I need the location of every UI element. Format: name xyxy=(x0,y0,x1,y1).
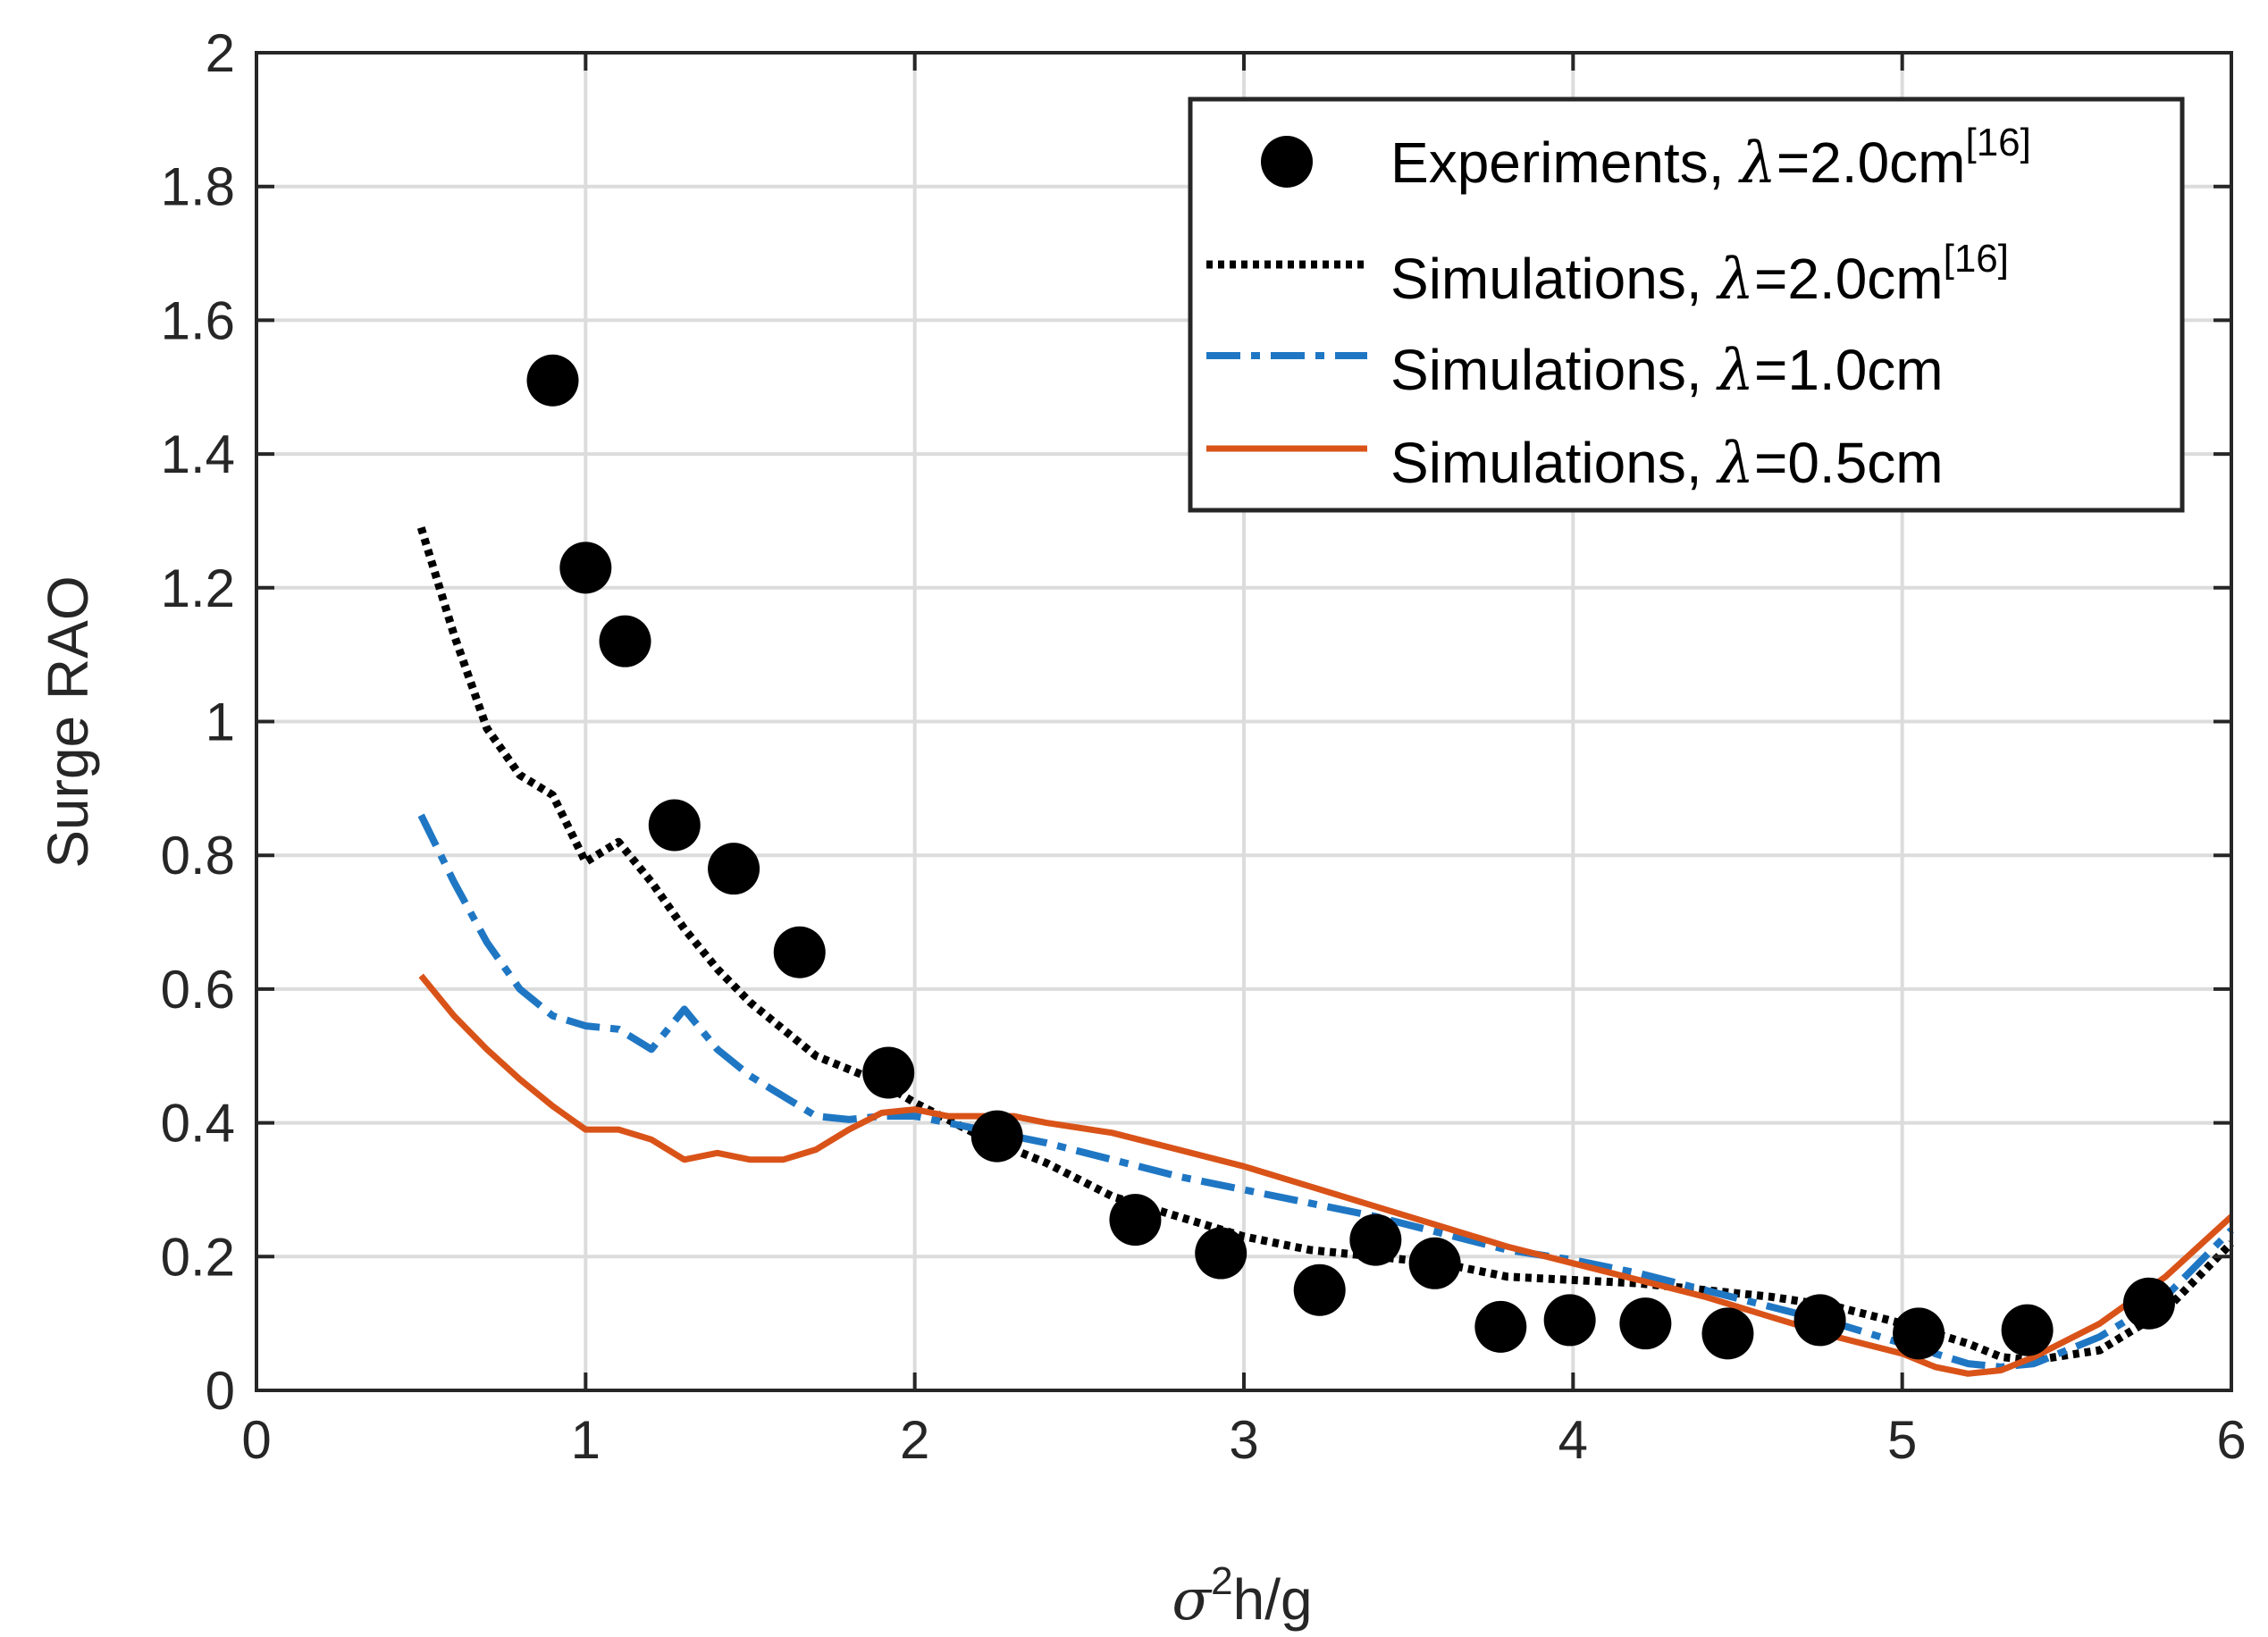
y-axis-label: Surge RAO xyxy=(36,575,100,868)
experiment-marker xyxy=(526,354,579,407)
x-tick-labels: 0 1 2 3 4 5 6 xyxy=(241,1410,2246,1470)
experiment-marker xyxy=(1619,1297,1672,1350)
experiment-marker xyxy=(2122,1277,2175,1330)
experiment-marker xyxy=(1893,1307,1945,1360)
legend-label: Simulations, λ=2.0cm[16] xyxy=(1390,237,2009,313)
x-axis-label: σ2h/g xyxy=(1172,1559,1312,1633)
x-tick-label: 6 xyxy=(2216,1410,2246,1470)
y-tick-label: 0.6 xyxy=(161,960,235,1020)
series-line-solid xyxy=(418,973,2234,1377)
series-layer xyxy=(416,354,2235,1377)
experiment-marker xyxy=(1543,1294,1596,1347)
x-tick-label: 1 xyxy=(571,1410,601,1470)
y-tick-label: 0.8 xyxy=(161,826,235,886)
experiment-marker xyxy=(1293,1263,1346,1316)
experiment-marker xyxy=(1109,1194,1162,1247)
legend-label: Experiments, λ=2.0cm[16] xyxy=(1390,121,2031,197)
experiment-marker xyxy=(773,926,826,978)
experiment-marker xyxy=(648,799,701,852)
experiment-marker xyxy=(1408,1237,1461,1289)
y-tick-label: 1 xyxy=(206,693,235,752)
y-tick-labels: 0 0.2 0.4 0.6 0.8 1 1.2 1.4 1.6 1.8 2 xyxy=(161,23,235,1421)
x-tick-label: 4 xyxy=(1558,1410,1588,1470)
y-tick-label: 0 xyxy=(206,1361,235,1421)
experiment-marker xyxy=(1701,1307,1754,1360)
experiment-marker xyxy=(1793,1294,1846,1347)
y-tick-label: 1.4 xyxy=(161,424,235,484)
x-tick-label: 5 xyxy=(1887,1410,1917,1470)
x-tick-label: 3 xyxy=(1229,1410,1258,1470)
experiment-marker xyxy=(2001,1304,2054,1356)
experiment-marker xyxy=(862,1046,915,1099)
experiment-marker xyxy=(1349,1213,1402,1266)
y-tick-label: 1.2 xyxy=(161,558,235,618)
experiment-marker xyxy=(559,541,612,594)
x-tick-label: 2 xyxy=(900,1410,929,1470)
y-tick-label: 2 xyxy=(206,23,235,83)
experiment-marker xyxy=(1195,1227,1247,1280)
y-tick-label: 1.8 xyxy=(161,157,235,217)
legend-box xyxy=(1188,97,2185,513)
legend-entries: Experiments, λ=2.0cm[16] Simulations, λ=2… xyxy=(1206,121,2031,497)
series-line-dotted xyxy=(416,526,2235,1364)
y-tick-label: 0.4 xyxy=(161,1094,235,1154)
experiment-marker xyxy=(1474,1300,1527,1353)
x-tick-label: 0 xyxy=(241,1410,271,1470)
experiment-marker xyxy=(708,843,760,895)
experiment-marker xyxy=(599,615,651,667)
legend: Experiments, λ=2.0cm[16] Simulations, λ=2… xyxy=(1188,97,2185,513)
legend-marker xyxy=(1261,136,1313,188)
tick-marks xyxy=(255,51,2233,1392)
legend-label: Simulations, λ=1.0cm xyxy=(1390,338,1944,404)
experiment-marker xyxy=(970,1110,1023,1163)
y-tick-label: 0.2 xyxy=(161,1227,235,1287)
y-tick-label: 1.6 xyxy=(161,290,235,350)
legend-label: Simulations, λ=0.5cm xyxy=(1390,431,1944,497)
